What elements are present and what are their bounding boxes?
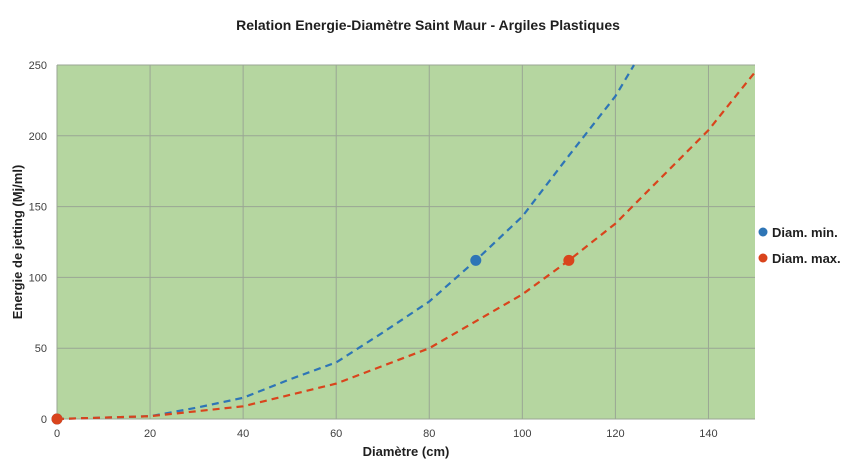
series-lines [56, 64, 756, 421]
plot-area [57, 65, 755, 419]
legend-label: Diam. min. [772, 225, 838, 240]
data-point-marker [470, 254, 482, 266]
x-tick-label: 20 [144, 428, 156, 440]
y-axis: 0 50 100 150 200 250 [29, 60, 47, 426]
x-axis-label: Diamètre (cm) [363, 444, 450, 459]
y-tick-label: 250 [29, 60, 47, 72]
data-point-marker [51, 413, 63, 425]
x-tick-label: 120 [606, 428, 624, 440]
series-markers [51, 254, 575, 425]
chart-title: Relation Energie-Diamètre Saint Maur - A… [236, 17, 620, 33]
series-line-diam-max [56, 71, 756, 421]
x-tick-label: 0 [54, 428, 60, 440]
y-axis-label: Energie de jetting (Mj/ml) [10, 165, 25, 320]
legend-marker [758, 253, 768, 263]
legend-label: Diam. max. [772, 251, 841, 266]
y-tick-label: 200 [29, 131, 47, 143]
x-tick-label: 80 [423, 428, 435, 440]
x-tick-label: 100 [513, 428, 531, 440]
data-point-marker [563, 254, 575, 266]
y-tick-label: 100 [29, 272, 47, 284]
gridlines [56, 64, 755, 420]
y-tick-label: 0 [41, 414, 47, 426]
x-tick-label: 140 [699, 428, 717, 440]
x-tick-label: 60 [330, 428, 342, 440]
legend-marker [758, 227, 768, 237]
x-tick-label: 40 [237, 428, 249, 440]
y-tick-label: 150 [29, 202, 47, 214]
x-axis: 0 20 40 60 80 100 120 140 [54, 428, 718, 440]
legend: Diam. min. Diam. max. [758, 225, 841, 266]
y-tick-label: 50 [35, 343, 47, 355]
